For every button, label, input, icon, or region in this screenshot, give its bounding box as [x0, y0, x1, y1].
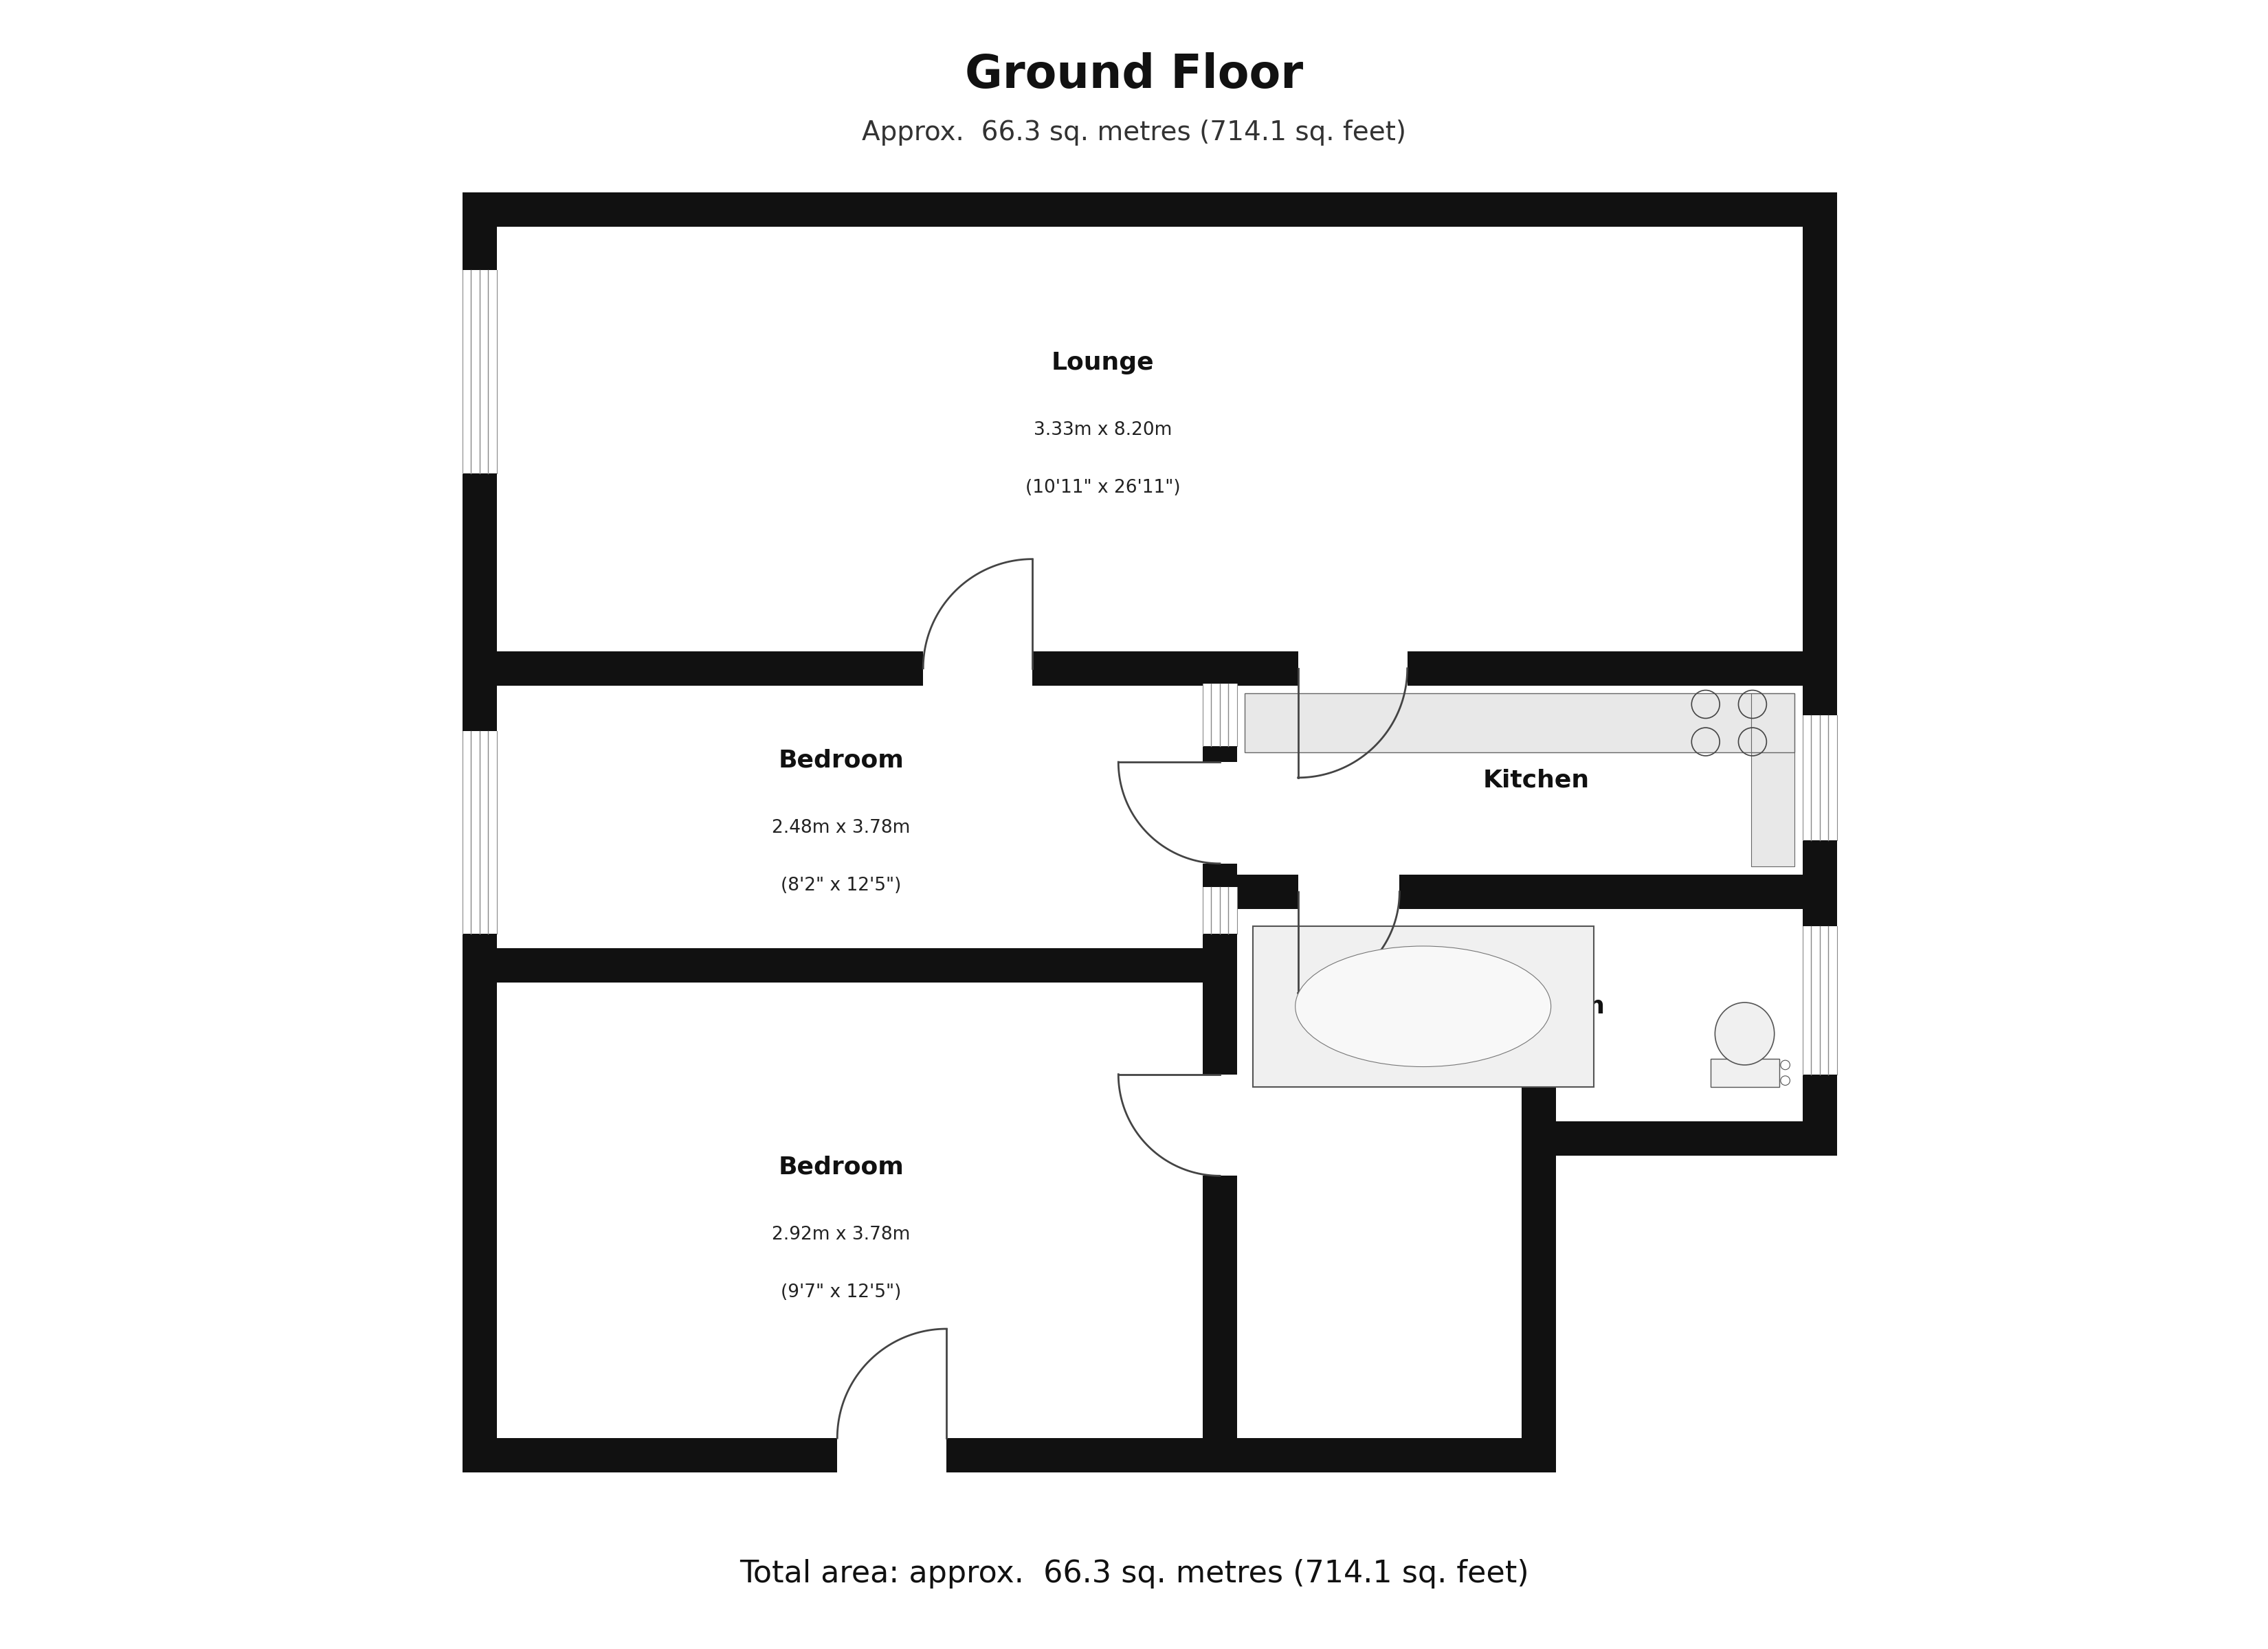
Bar [1803, 716, 1837, 839]
Text: Approx.  66.3 sq. metres (714.1 sq. feet): Approx. 66.3 sq. metres (714.1 sq. feet) [862, 120, 1406, 145]
Text: 3.33m x 8.20m: 3.33m x 8.20m [1034, 420, 1173, 439]
Bar [1245, 693, 1794, 752]
Bar [1522, 1121, 1837, 1156]
Text: 2.48m x 3.78m: 2.48m x 3.78m [771, 818, 909, 836]
Bar [1710, 1059, 1778, 1087]
Text: Bedroom: Bedroom [778, 1156, 905, 1179]
Ellipse shape [1295, 947, 1551, 1067]
Bar [463, 731, 497, 933]
Bar [1751, 693, 1794, 867]
Bar [1202, 668, 1236, 1473]
Ellipse shape [1715, 1003, 1774, 1065]
Bar [1297, 857, 1399, 927]
Bar [1710, 1059, 1778, 1087]
Bar [1522, 1087, 1556, 1473]
Text: Bathroom: Bathroom [1467, 994, 1606, 1017]
Text: Lounge: Lounge [1052, 351, 1154, 374]
Text: Kitchen: Kitchen [1483, 768, 1590, 792]
Text: Ground Floor: Ground Floor [964, 53, 1304, 97]
Text: Total area: approx.  66.3 sq. metres (714.1 sq. feet): Total area: approx. 66.3 sq. metres (714… [739, 1560, 1529, 1588]
Bar [1202, 684, 1236, 747]
Bar [837, 1421, 946, 1489]
Bar [1252, 927, 1594, 1087]
Bar [1252, 927, 1594, 1087]
Bar [463, 193, 1837, 226]
Bar [923, 633, 1032, 702]
Bar [1751, 693, 1794, 867]
Bar [463, 1438, 1556, 1473]
Bar [463, 651, 1837, 686]
Bar [463, 193, 497, 1473]
Bar [1297, 633, 1408, 702]
Bar [1202, 887, 1236, 933]
Text: (10'11" x 26'11"): (10'11" x 26'11") [1025, 480, 1179, 496]
Text: (9'7" x 12'5"): (9'7" x 12'5") [780, 1283, 900, 1301]
Bar [463, 270, 497, 473]
Bar [463, 948, 1236, 983]
Bar [1245, 693, 1794, 752]
Text: (8'2" x 12'5"): (8'2" x 12'5") [780, 877, 900, 894]
Text: Bedroom: Bedroom [778, 749, 905, 772]
Bar [1186, 762, 1254, 864]
Bar [1803, 927, 1837, 1073]
Bar [1202, 874, 1837, 909]
Bar [1186, 1073, 1254, 1176]
Bar [1803, 193, 1837, 1121]
Text: 2.92m x 3.78m: 2.92m x 3.78m [771, 1225, 909, 1243]
